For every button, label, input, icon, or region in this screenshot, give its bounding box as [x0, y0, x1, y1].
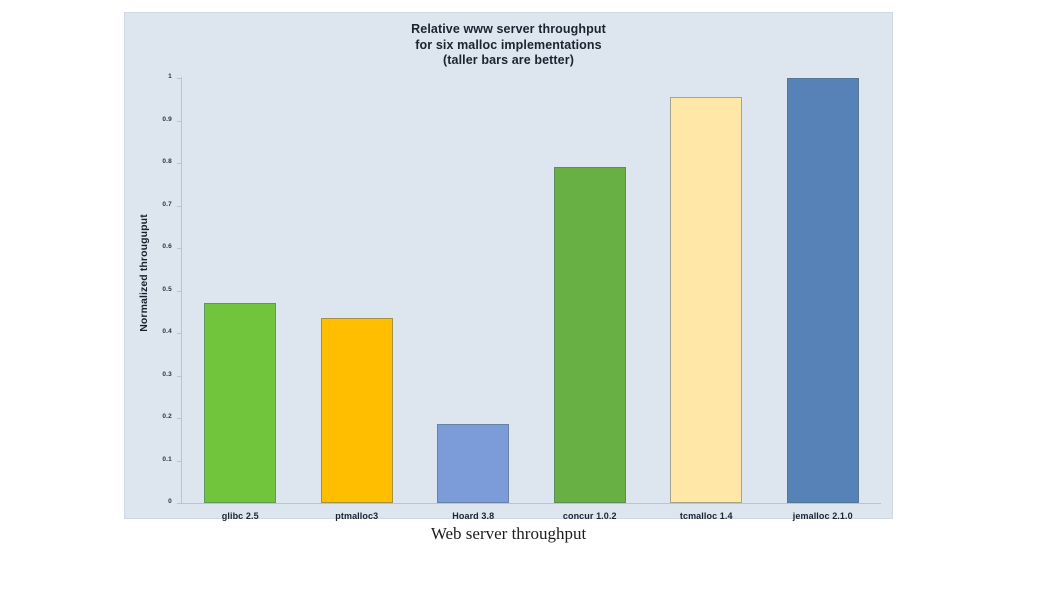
chart-title-line-1: Relative www server throughput — [411, 22, 606, 36]
x-axis-labels: glibc 2.5 ptmalloc3 Hoard 3.8 concur 1.0.2 t… — [182, 507, 881, 529]
y-axis-tick-mark — [177, 333, 181, 334]
x-axis-label: Hoard 3.8 — [452, 511, 495, 521]
y-axis-tick-mark — [177, 418, 181, 419]
x-axis-label: ptmalloc3 — [335, 511, 379, 521]
y-axis-tick-label: 0.6 — [162, 243, 172, 250]
y-axis-tick-label: 0 — [168, 498, 172, 505]
y-axis-tick-label: 0.2 — [162, 413, 172, 420]
bar — [320, 318, 393, 503]
y-axis-tick-mark — [177, 163, 181, 164]
x-axis-label: concur 1.0.2 — [562, 511, 617, 521]
chart-title-line-2: for six malloc implementations — [415, 37, 602, 52]
x-axis-line — [181, 503, 881, 504]
y-axis-tick-label: 0.9 — [162, 115, 172, 123]
bar — [553, 167, 626, 503]
bar-slot — [786, 78, 859, 503]
y-axis-tick-mark — [177, 205, 181, 207]
y-axis-tick-mark — [177, 120, 181, 122]
bar — [437, 424, 510, 503]
x-axis-label: glibc 2.5 — [221, 511, 259, 521]
bar-slot — [204, 78, 277, 503]
bar-series — [182, 78, 881, 503]
y-axis-tick-mark — [177, 290, 181, 292]
bar-slot — [553, 78, 626, 503]
chart-title: Relative www server throughput for six m… — [125, 22, 892, 69]
y-axis-tick-label: 0.8 — [162, 158, 172, 165]
y-axis-tick-label: 0.3 — [162, 370, 172, 378]
y-axis-tick-label: 0.5 — [162, 285, 172, 293]
y-axis-tick-label: 0.7 — [162, 200, 172, 208]
y-axis-tick-mark — [177, 503, 181, 504]
x-axis-label: tcmalloc 1.4 — [679, 511, 733, 521]
y-axis-title: Normalized througuput — [135, 173, 153, 373]
bar — [670, 97, 743, 503]
bar-slot — [437, 78, 510, 503]
bar-slot — [320, 78, 393, 503]
y-axis-tick-mark — [177, 78, 181, 79]
y-axis-tick-mark — [177, 375, 181, 377]
bar-slot — [670, 78, 743, 503]
y-axis-tick-mark — [177, 460, 181, 462]
y-axis-line — [181, 77, 182, 504]
y-axis-tick-label: 0.1 — [162, 455, 172, 463]
chart-panel: Relative www server throughput for six m… — [124, 12, 893, 521]
y-axis-tick-label: 1 — [168, 73, 172, 80]
figure-caption: Web server throughput — [430, 524, 587, 543]
chart-title-line-3: (taller bars are better) — [443, 53, 574, 67]
y-axis-tick-label: 0.4 — [162, 328, 172, 335]
bar — [786, 78, 859, 503]
y-axis-tick-mark — [177, 248, 181, 249]
bar — [204, 303, 277, 503]
x-axis-label: jemalloc 2.1.0 — [792, 511, 853, 521]
y-axis-title-label: Normalized througuput — [138, 214, 150, 332]
